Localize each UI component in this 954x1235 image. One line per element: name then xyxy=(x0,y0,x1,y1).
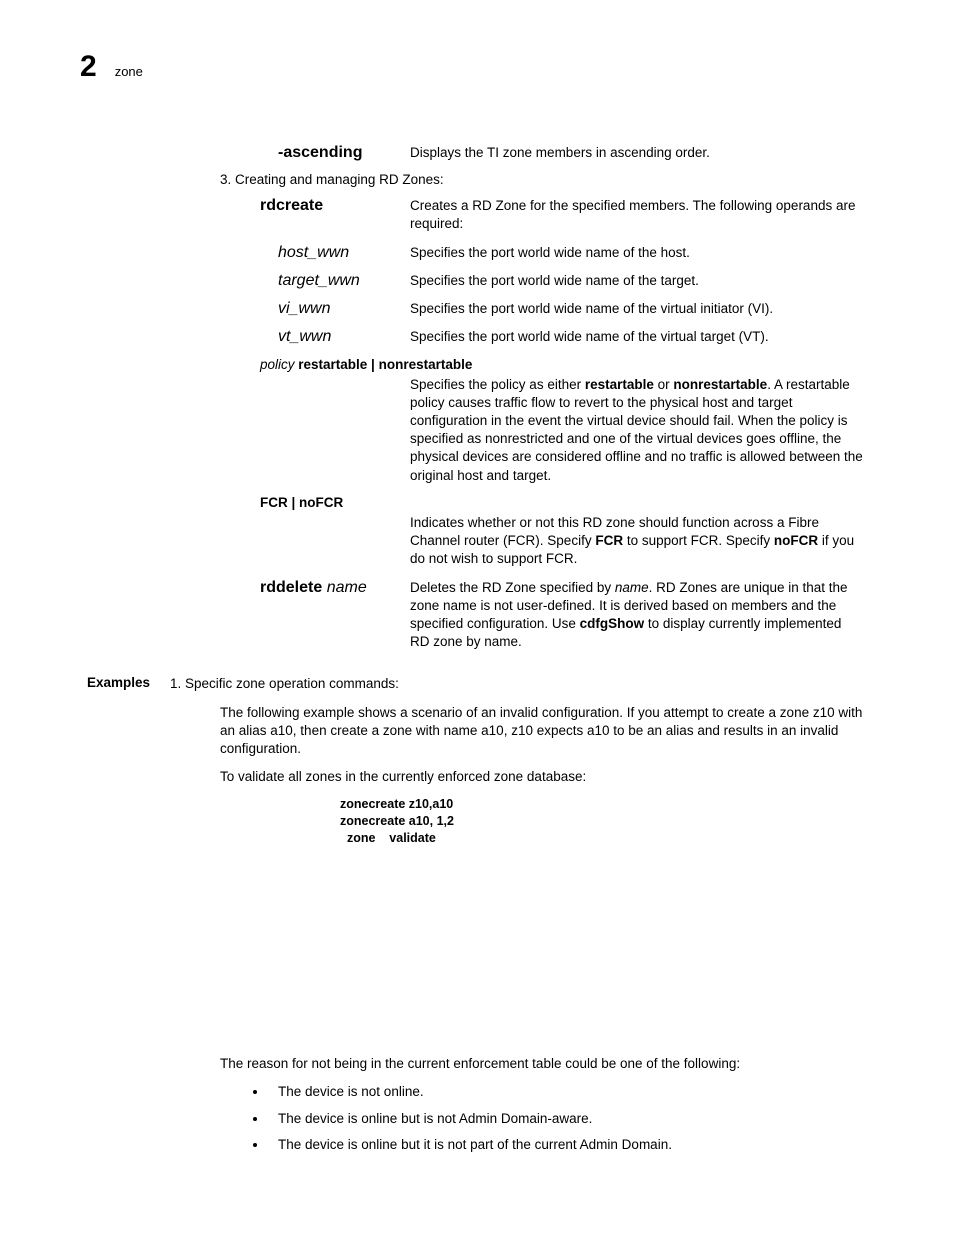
term-policy-bold: restartable | nonrestartable xyxy=(295,357,473,372)
desc-fcr: Indicates whether or not this RD zone sh… xyxy=(410,514,864,569)
t: name xyxy=(615,580,649,595)
t: to support FCR. Specify xyxy=(623,533,774,548)
t: Deletes the RD Zone specified by xyxy=(410,580,615,595)
t: cdfgShow xyxy=(580,616,645,631)
breadcrumb: zone xyxy=(115,64,143,79)
desc-ascending: Displays the TI zone members in ascendin… xyxy=(410,144,864,162)
t: FCR xyxy=(595,533,623,548)
list-item: The device is online but it is not part … xyxy=(268,1136,864,1154)
examples-p1: The following example shows a scenario o… xyxy=(220,704,864,759)
t: Specifies the policy as either xyxy=(410,377,585,392)
page: 2 zone -ascending Displays the TI zone m… xyxy=(0,0,954,1212)
bullet-list: The device is not online. The device is … xyxy=(220,1083,864,1154)
section3-intro: 3. Creating and managing RD Zones: xyxy=(220,172,864,187)
definition-row: vt_wwn Specifies the port world wide nam… xyxy=(220,328,864,346)
desc-vt-wwn: Specifies the port world wide name of th… xyxy=(410,328,864,346)
term-policy: policy restartable | nonrestartable xyxy=(260,357,864,372)
code-line: zonecreate a10, 1,2 xyxy=(340,814,454,828)
examples-p2: To validate all zones in the currently e… xyxy=(220,768,864,786)
definition-row: rdcreate Creates a RD Zone for the speci… xyxy=(220,197,864,233)
term-host-wwn: host_wwn xyxy=(220,244,410,262)
term-target-wwn: target_wwn xyxy=(220,272,410,290)
definition-row: -ascending Displays the TI zone members … xyxy=(220,144,864,162)
page-header: 2 zone xyxy=(80,50,864,84)
definition-row: vi_wwn Specifies the port world wide nam… xyxy=(220,300,864,318)
code-line: zone validate xyxy=(340,831,436,845)
examples-label: Examples xyxy=(20,675,170,693)
t: noFCR xyxy=(774,533,818,548)
desc-policy: Specifies the policy as either restartab… xyxy=(410,376,864,485)
examples-row: Examples 1. Specific zone operation comm… xyxy=(80,675,864,693)
examples-p3: The reason for not being in the current … xyxy=(220,1055,864,1073)
t: name xyxy=(322,579,366,596)
desc-rddelete: Deletes the RD Zone specified by name. R… xyxy=(410,579,864,652)
examples-content: The following example shows a scenario o… xyxy=(220,704,864,1154)
spacer xyxy=(220,855,864,1045)
term-fcr: FCR | noFCR xyxy=(260,495,864,510)
list-item: The device is not online. xyxy=(268,1083,864,1101)
t: nonrestartable xyxy=(673,377,767,392)
term-policy-italic: policy xyxy=(260,357,295,372)
desc-rdcreate: Creates a RD Zone for the specified memb… xyxy=(410,197,864,233)
content: -ascending Displays the TI zone members … xyxy=(220,144,864,651)
term-vi-wwn: vi_wwn xyxy=(220,300,410,318)
examples-intro: 1. Specific zone operation commands: xyxy=(170,675,864,693)
t: rddelete xyxy=(260,579,322,596)
definition-row: rddelete name Deletes the RD Zone specif… xyxy=(220,579,864,652)
desc-vi-wwn: Specifies the port world wide name of th… xyxy=(410,300,864,318)
term-rdcreate: rdcreate xyxy=(220,197,410,233)
term-vt-wwn: vt_wwn xyxy=(220,328,410,346)
definition-row: target_wwn Specifies the port world wide… xyxy=(220,272,864,290)
chapter-number: 2 xyxy=(80,50,97,84)
desc-target-wwn: Specifies the port world wide name of th… xyxy=(410,272,864,290)
t: restartable xyxy=(585,377,654,392)
code-block: zonecreate z10,a10 zonecreate a10, 1,2 z… xyxy=(340,796,864,847)
term-rddelete: rddelete name xyxy=(220,579,410,652)
definition-row: host_wwn Specifies the port world wide n… xyxy=(220,244,864,262)
code-line: zonecreate z10,a10 xyxy=(340,797,453,811)
t: . A restartable policy causes traffic fl… xyxy=(410,377,863,483)
term-ascending: -ascending xyxy=(220,144,410,162)
list-item: The device is online but is not Admin Do… xyxy=(268,1110,864,1128)
t: or xyxy=(654,377,674,392)
desc-host-wwn: Specifies the port world wide name of th… xyxy=(410,244,864,262)
